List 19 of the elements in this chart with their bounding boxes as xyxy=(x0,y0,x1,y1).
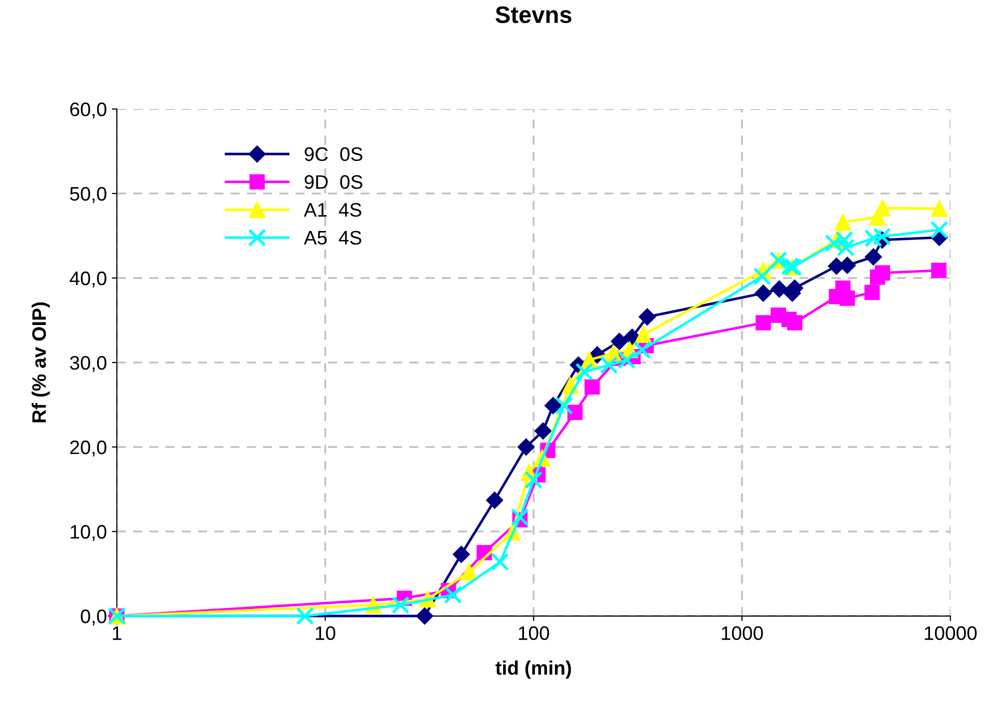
legend-label: 9D 0S xyxy=(304,175,362,189)
x-tick-label: 10000 xyxy=(924,626,977,640)
y-tick-label: 50,0 xyxy=(70,186,106,204)
legend-label: A1 4S xyxy=(304,202,362,217)
legend-label: A5 4S xyxy=(304,230,362,245)
y-tick-label: 10,0 xyxy=(70,524,106,542)
x-tick-label: 100 xyxy=(518,626,550,640)
legend-label: 9C 0S xyxy=(304,147,362,162)
y-tick-label: 0,0 xyxy=(80,609,106,626)
chart-title: Stevns xyxy=(496,6,572,24)
x-tick-label: 1 xyxy=(112,626,122,640)
y-tick-label: 40,0 xyxy=(70,271,106,288)
x-tick-label: 10 xyxy=(316,626,336,640)
y-axis-title: Rf (% av OIP) xyxy=(32,302,50,422)
y-tick-label: 30,0 xyxy=(70,356,106,372)
x-axis-title: tid (min) xyxy=(496,660,571,679)
x-tick-label: 1000 xyxy=(722,626,763,640)
y-tick-label: 20,0 xyxy=(70,440,106,457)
y-tick-label: 60,0 xyxy=(70,102,106,119)
